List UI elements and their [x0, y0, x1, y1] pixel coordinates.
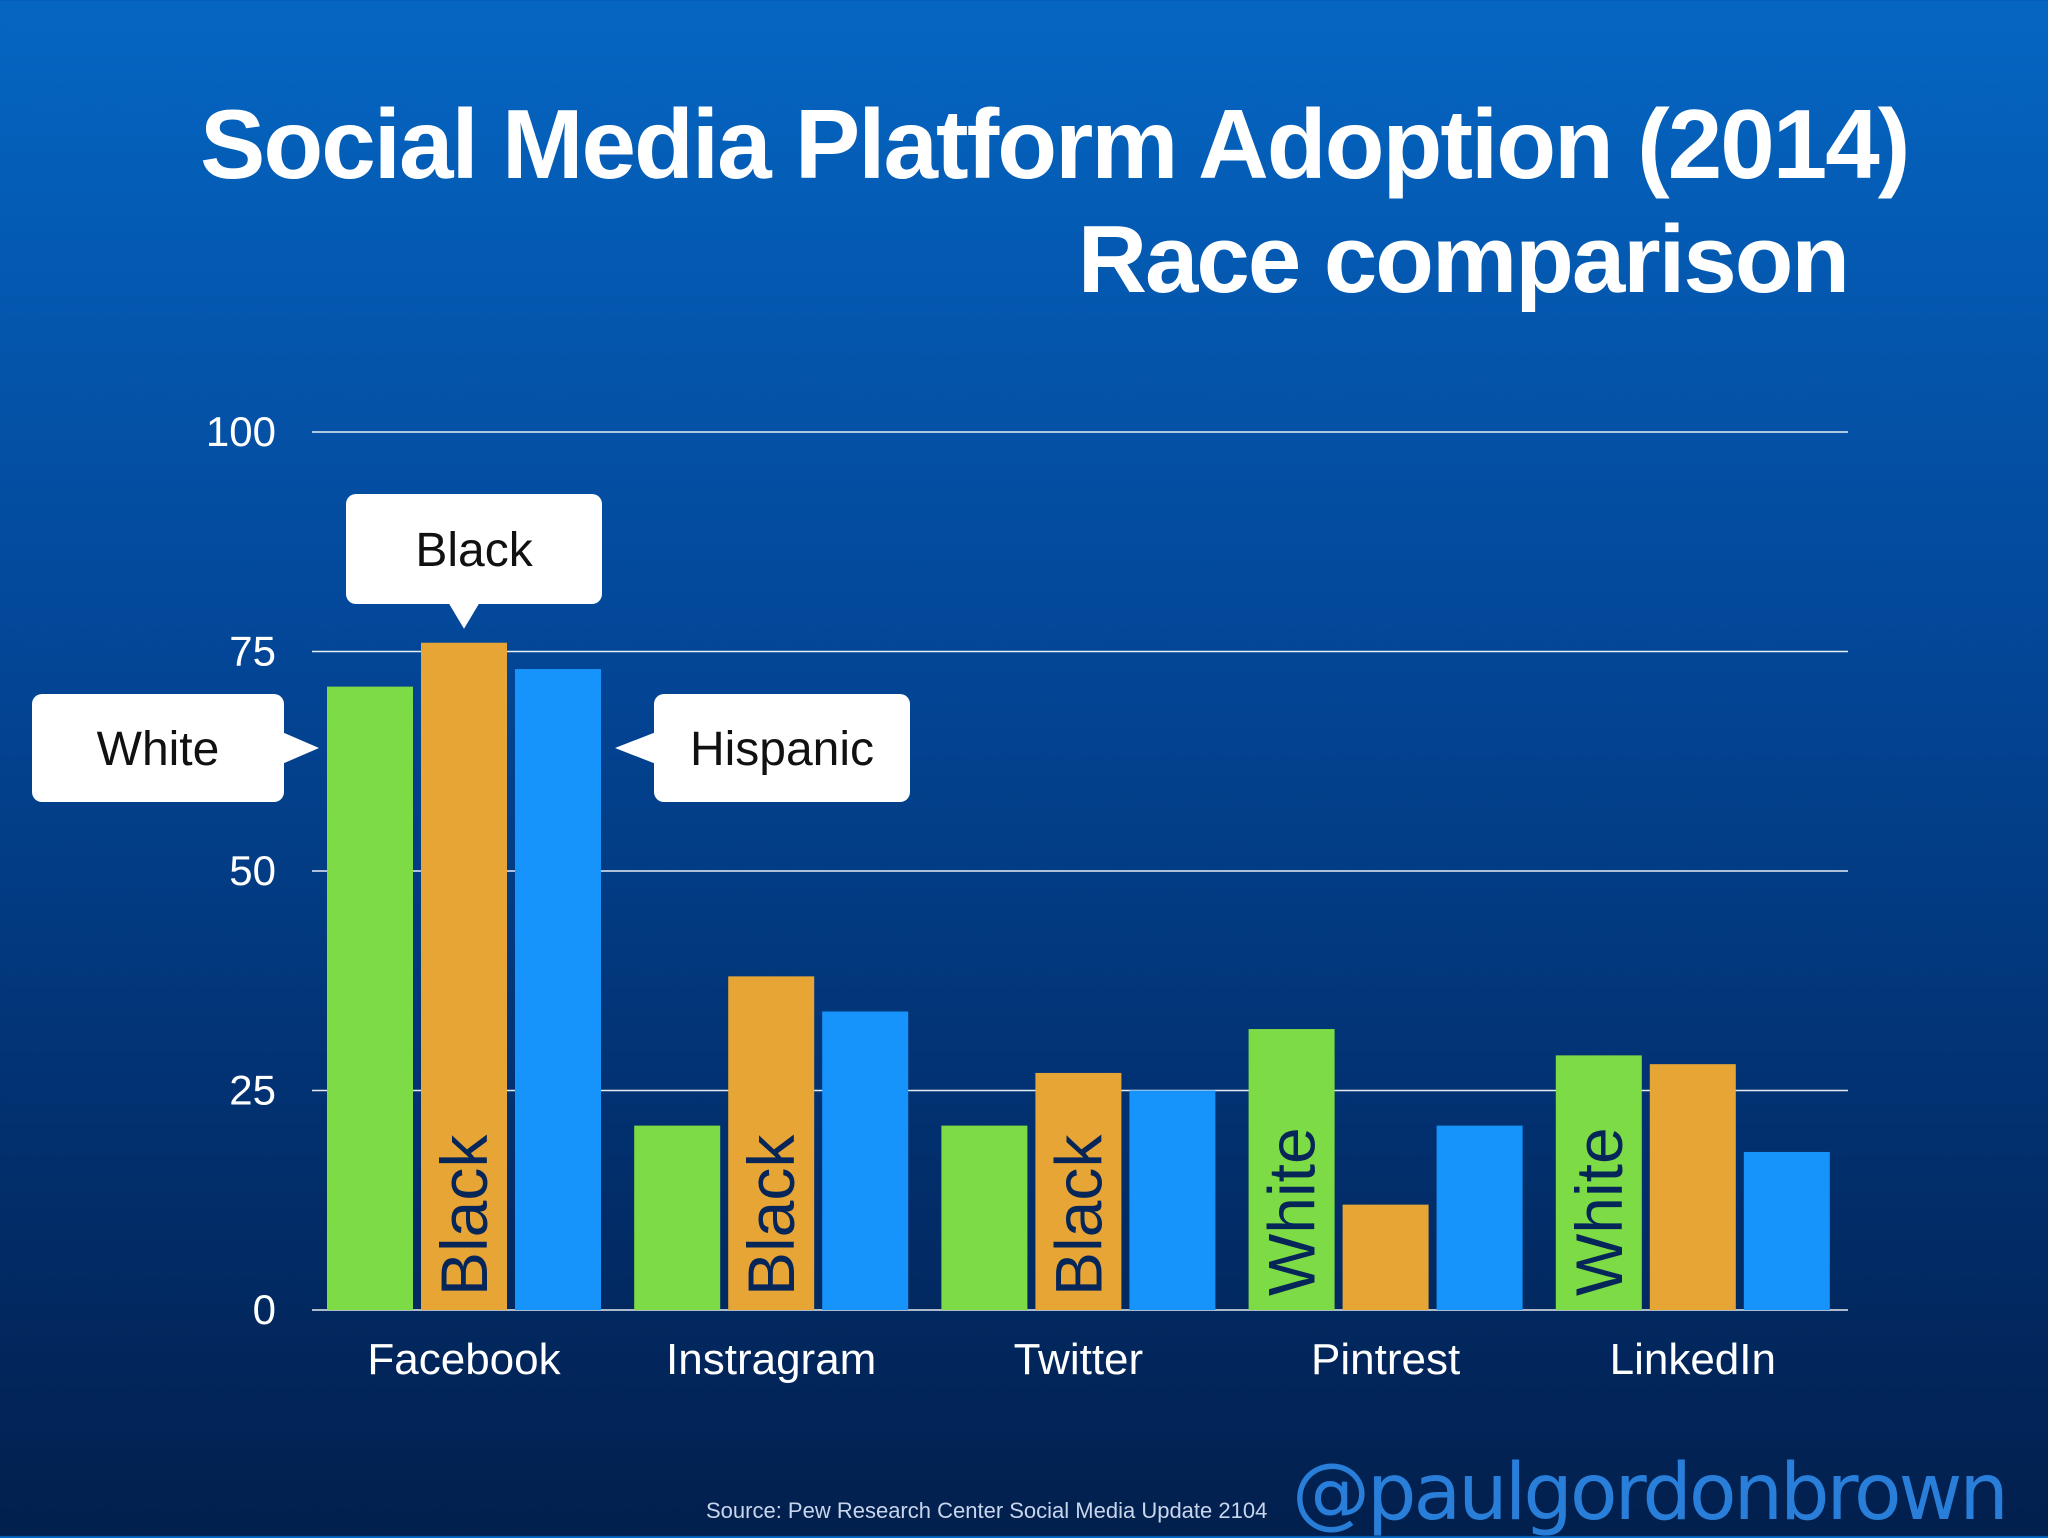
callout-black: Black — [346, 494, 602, 629]
bar-twitter-white — [941, 1125, 1028, 1310]
author-handle: @paulgordonbrown — [1292, 1448, 2009, 1538]
bar-linkedin-black — [1649, 1064, 1736, 1310]
callout-box — [346, 494, 602, 604]
x-label-facebook: Facebook — [367, 1335, 561, 1384]
bar-facebook-hispanic — [515, 669, 601, 1310]
y-tick-label-25: 25 — [229, 1067, 276, 1114]
y-tick-label-50: 50 — [229, 847, 276, 894]
x-axis-labels: Facebook Instragram Twitter Pintrest LinkedI… — [367, 1335, 1776, 1384]
source-note: Source: Pew Research Center Social Media… — [706, 1498, 1268, 1523]
bar-label-twitter: Black — [1041, 1134, 1115, 1296]
x-label-linkedin: LinkedIn — [1610, 1335, 1776, 1384]
callout-box — [654, 694, 910, 802]
bar-linkedin-white — [1555, 1055, 1642, 1310]
bars — [327, 642, 1830, 1310]
y-tick-label-100: 100 — [206, 408, 276, 455]
bar-labels: Black Black Black White White — [427, 1127, 1636, 1296]
callout-label: Black — [415, 524, 533, 577]
callout-pointer — [282, 732, 319, 764]
bar-linkedin-hispanic — [1743, 1151, 1830, 1310]
y-tick-label-75: 75 — [229, 628, 276, 675]
bar-facebook-black — [421, 642, 507, 1310]
callout-box — [32, 694, 284, 802]
bar-pintrest-hispanic — [1436, 1125, 1523, 1310]
bar-label-instragram: Black — [734, 1134, 808, 1296]
bar-twitter-black — [1035, 1072, 1122, 1310]
bar-twitter-hispanic — [1129, 1090, 1216, 1310]
bar-label-pintrest: White — [1255, 1127, 1329, 1296]
bar-pintrest-white — [1248, 1029, 1335, 1310]
bar-instragram-hispanic — [822, 1011, 909, 1310]
legend-callouts: White Black Hispanic — [32, 494, 910, 802]
x-label-instragram: Instragram — [666, 1335, 876, 1384]
chart-title: Social Media Platform Adoption (2014) — [200, 89, 1910, 199]
x-label-twitter: Twitter — [1014, 1335, 1144, 1384]
callout-pointer — [615, 732, 656, 764]
bar-facebook-white — [327, 686, 413, 1310]
bar-label-linkedin: White — [1562, 1127, 1636, 1296]
bar-instragram-white — [634, 1125, 721, 1310]
bar-instragram-black — [728, 976, 815, 1310]
callout-hispanic: Hispanic — [615, 694, 910, 802]
bar-label-facebook: Black — [427, 1134, 501, 1296]
callout-pointer — [448, 602, 480, 629]
callout-label: Hispanic — [690, 723, 874, 776]
callout-label: White — [97, 723, 220, 776]
callout-white: White — [32, 694, 319, 802]
chart-subtitle: Race comparison — [1077, 206, 1850, 313]
y-axis-ticks: 0 25 50 75 100 — [206, 408, 276, 1333]
y-tick-label-0: 0 — [253, 1286, 276, 1333]
bar-pintrest-black — [1342, 1204, 1429, 1310]
x-label-pintrest: Pintrest — [1311, 1335, 1460, 1384]
